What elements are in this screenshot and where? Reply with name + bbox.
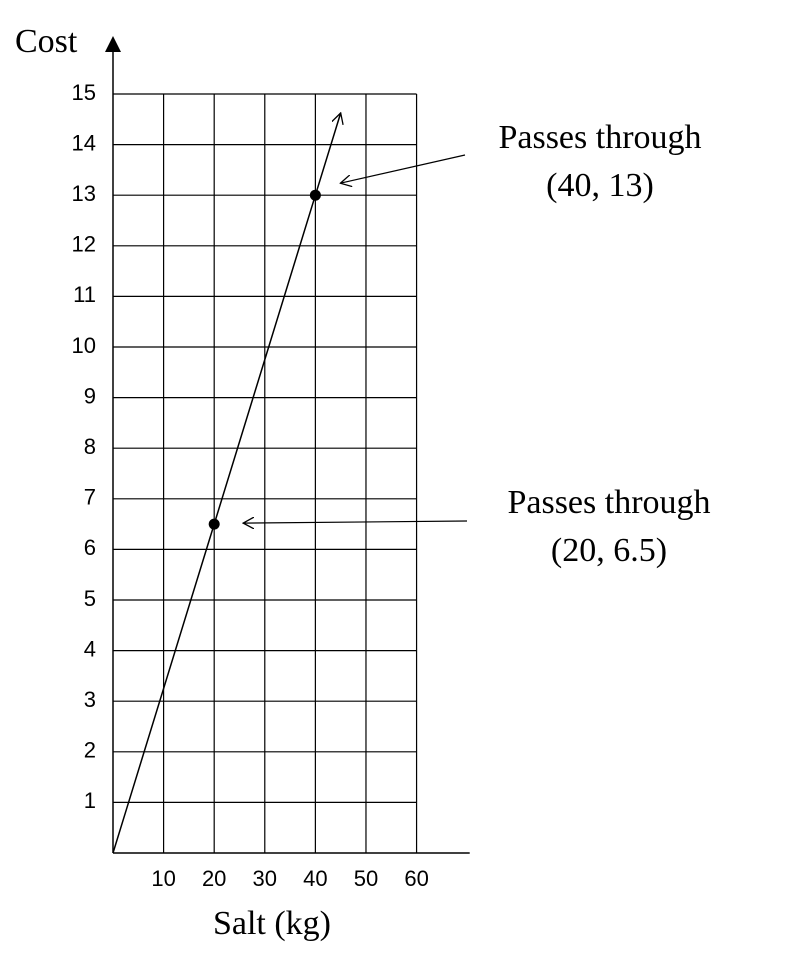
annotation-text: (20, 6.5): [551, 532, 667, 569]
y-tick-label: 7: [84, 485, 96, 510]
x-tick-label: 40: [303, 866, 327, 891]
x-tick-label: 30: [253, 866, 277, 891]
y-tick-label: 3: [84, 687, 96, 712]
x-tick-label: 20: [202, 866, 226, 891]
data-point: [208, 518, 220, 530]
y-tick-label: 5: [84, 586, 96, 611]
annotation-text: (40, 13): [546, 167, 654, 204]
data-point: [309, 189, 321, 201]
y-tick-label: 6: [84, 535, 96, 560]
y-tick-label: 13: [72, 181, 96, 206]
y-tick-label: 12: [72, 232, 96, 257]
y-tick-label: 4: [84, 636, 96, 661]
y-tick-label: 8: [84, 434, 96, 459]
y-tick-label: 11: [73, 282, 96, 307]
x-tick-label: 10: [151, 866, 175, 891]
y-tick-label: 15: [72, 80, 96, 105]
x-tick-label: 60: [404, 866, 428, 891]
y-tick-label: 14: [72, 130, 96, 155]
annotation-text: Passes through: [507, 484, 710, 521]
y-axis-arrow: [105, 36, 121, 52]
x-tick-label: 50: [354, 866, 378, 891]
y-tick-label: 10: [72, 333, 96, 358]
y-axis-label: Cost: [15, 23, 78, 60]
annotation-text: Passes through: [498, 119, 701, 156]
annotation-arrow: [340, 154, 466, 183]
y-tick-label: 2: [84, 738, 96, 763]
data-line: [112, 113, 341, 854]
annotation-arrow: [243, 521, 468, 523]
x-axis-label: Salt (kg): [213, 905, 331, 942]
y-tick-label: 9: [84, 383, 96, 408]
y-tick-label: 1: [84, 788, 96, 813]
